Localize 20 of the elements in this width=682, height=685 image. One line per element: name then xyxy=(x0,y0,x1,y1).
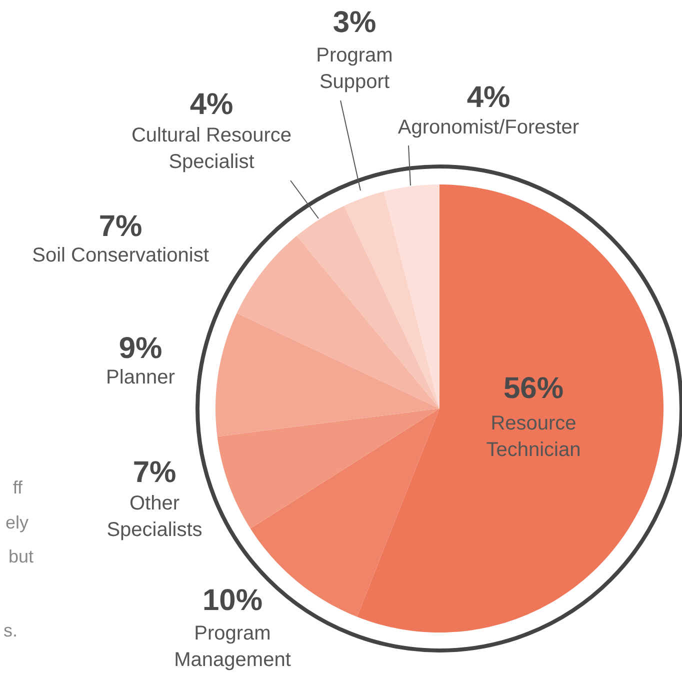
slice-label: Program Support xyxy=(316,44,393,93)
text: but xyxy=(8,546,34,566)
slice-label: Agronomist/Forester xyxy=(398,116,580,138)
text: ff xyxy=(12,478,24,498)
text: ely xyxy=(5,512,29,532)
data-label: 7% xyxy=(132,456,176,489)
data-label: 4% xyxy=(190,88,234,121)
data-label: 10% xyxy=(202,584,263,617)
slice-label: Resource Technician xyxy=(486,412,581,461)
slice-label: Other Specialists xyxy=(106,492,202,541)
slice-label: Cultural Resource Specialist xyxy=(131,124,292,173)
data-label: 56% xyxy=(503,372,564,405)
data-label: 3% xyxy=(332,6,376,39)
text: s. xyxy=(4,620,18,640)
slice-label: Soil Conservationist xyxy=(32,244,210,266)
slice-label: Program Management xyxy=(174,622,292,671)
slice-label: Planner xyxy=(106,366,176,388)
data-label: 9% xyxy=(118,332,162,365)
data-label: 7% xyxy=(98,210,142,243)
data-label: 4% xyxy=(466,81,510,114)
